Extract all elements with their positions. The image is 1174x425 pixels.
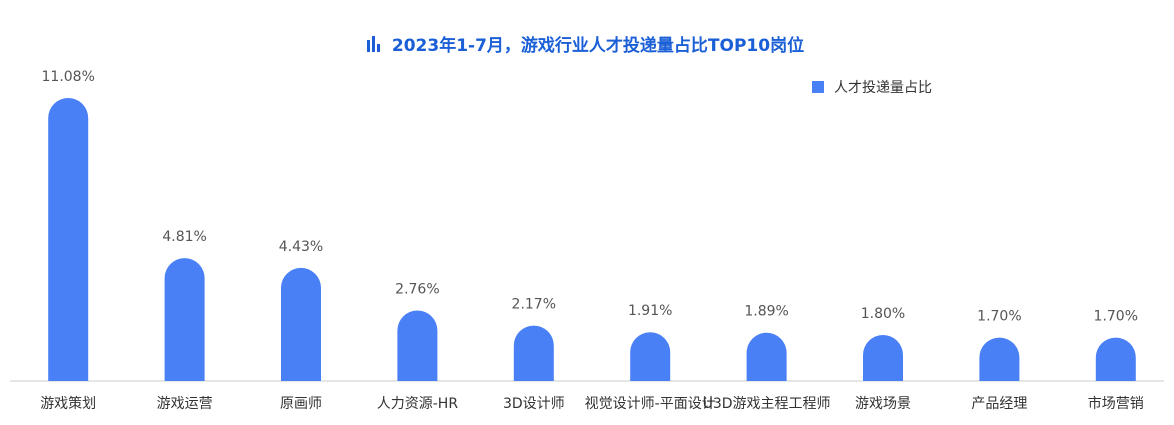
bar [281,267,321,381]
value-label: 4.81% [162,229,206,245]
bar [1095,337,1136,381]
x-tick-label: U3D游戏主程工程师 [703,396,831,412]
bar [48,98,89,381]
x-tick-label: 3D设计师 [503,396,565,412]
bar [979,337,1020,381]
x-tick-label: 游戏运营 [157,396,213,412]
x-tick-label: 视觉设计师-平面设计 [585,396,716,412]
x-tick-label: 市场营销 [1088,395,1144,412]
x-tick-label: 原画师 [280,396,322,412]
chart-title: 2023年1-7月，游戏行业人才投递量占比TOP10岗位 [392,35,804,56]
bar [630,332,671,381]
x-tick-label: 游戏策划 [40,395,96,412]
legend-label: 人才投递量占比 [834,80,932,96]
bar [746,332,787,381]
value-label: 2.17% [512,297,556,313]
bar [397,310,438,381]
bar [863,335,903,381]
bar [164,258,205,381]
x-tick-label: 游戏场景 [855,396,911,412]
bar [513,325,554,381]
x-tick-label: 产品经理 [971,396,1027,412]
legend-swatch [812,81,824,93]
value-label: 1.91% [628,303,672,319]
value-label: 11.08% [42,69,95,85]
value-label: 1.89% [744,304,788,320]
value-label: 1.70% [977,309,1021,325]
value-label: 1.70% [1094,309,1138,325]
value-label: 1.80% [861,306,905,322]
title-icon [367,36,380,52]
value-label: 4.43% [279,239,323,255]
value-label: 2.76% [395,282,439,298]
x-tick-label: 人力资源-HR [377,396,459,412]
